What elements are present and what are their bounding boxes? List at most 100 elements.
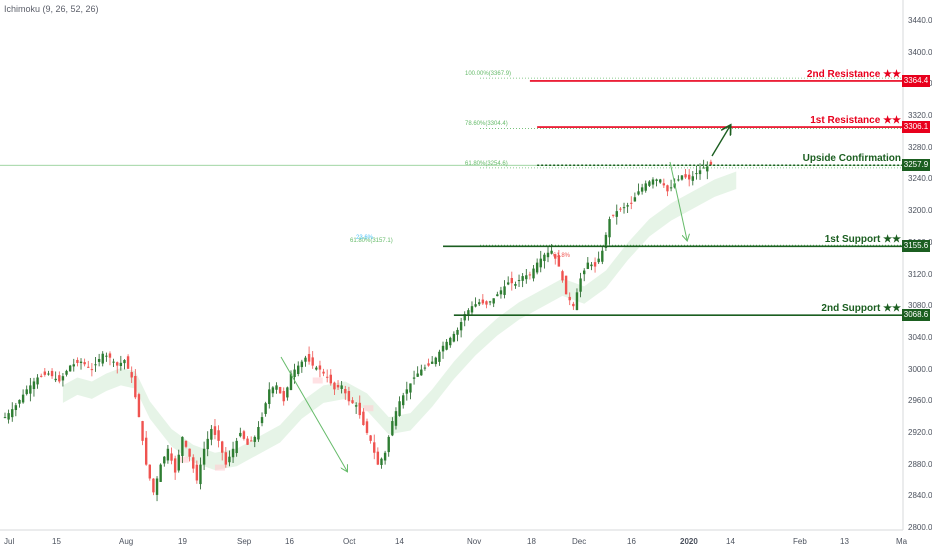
candle-body (485, 301, 488, 305)
x-tick-label: Sep (237, 537, 252, 546)
ichimoku-cloud-bearish (312, 377, 323, 384)
candle-body (478, 302, 481, 305)
candle-body (336, 384, 340, 388)
candle-body (264, 403, 267, 414)
candle-body (242, 431, 246, 439)
candle-body (543, 254, 546, 262)
candle-body (97, 359, 101, 362)
candle-body (76, 359, 79, 363)
candle-body (278, 387, 282, 394)
candle-body (210, 428, 213, 440)
price-axis-tag: 3257.9 (902, 159, 930, 172)
candle-body (184, 440, 188, 447)
ichimoku-cloud-bearish (178, 456, 189, 463)
candle-body (702, 167, 705, 169)
candle-body (651, 179, 655, 185)
candle-body (318, 365, 322, 370)
candle-body (40, 375, 43, 377)
candle-body (474, 304, 477, 307)
candle-body (249, 440, 253, 442)
y-tick-label: 3320.0 (908, 111, 932, 121)
candle-body (29, 385, 32, 394)
candle-body (488, 301, 492, 303)
price-axis-tag: 3364.4 (902, 74, 930, 87)
candle-body (644, 183, 647, 191)
candle-body (528, 274, 532, 276)
candle-body (564, 275, 568, 295)
candle-body (499, 290, 503, 295)
candle-body (405, 389, 409, 394)
candle-body (380, 458, 383, 465)
candle-body (615, 211, 618, 217)
candle-body (691, 176, 694, 181)
candle-body (398, 401, 401, 416)
candle-body (217, 430, 220, 441)
candle-body (206, 438, 209, 450)
candle-body (470, 306, 474, 313)
candle-body (351, 400, 354, 404)
candle-body (496, 294, 499, 297)
candle-body (231, 448, 235, 458)
x-tick-label: 18 (527, 537, 536, 546)
candle-body (268, 389, 271, 405)
candle-body (293, 369, 296, 378)
candle-body (362, 411, 365, 426)
candle-body (347, 391, 351, 402)
candle-body (510, 277, 513, 284)
candle-body (579, 278, 582, 292)
candle-body (286, 387, 289, 398)
candle-body (506, 282, 510, 285)
candle-body (166, 448, 170, 461)
candle-body (47, 373, 50, 375)
candle-body (669, 187, 673, 189)
candle-body (459, 322, 463, 331)
candle-body (593, 262, 597, 267)
candle-body (583, 270, 586, 275)
candle-body (387, 436, 390, 453)
candle-body (188, 448, 191, 457)
candle-body (195, 464, 199, 481)
candle-body (550, 250, 553, 254)
candle-body (402, 395, 405, 406)
candle-body (65, 370, 68, 375)
indicator-label: Ichimoku (9, 26, 52, 26) (4, 4, 99, 14)
candle-body (90, 369, 94, 371)
candle-body (94, 364, 97, 366)
candle-body (253, 436, 256, 442)
candle-body (340, 385, 343, 389)
candle-body (137, 394, 141, 418)
candle-body (228, 456, 231, 463)
candle-body (199, 464, 202, 485)
candle-body (677, 179, 680, 181)
candle-body (684, 174, 687, 178)
candle-body (434, 357, 437, 365)
candle-body (383, 452, 387, 461)
x-tick-label: Nov (467, 537, 482, 546)
fib-level-label: 78.60%(3304.4) (465, 121, 508, 128)
candle-body (116, 362, 119, 366)
candle-body (119, 362, 123, 367)
candle-body (72, 364, 75, 367)
candle-body (275, 385, 278, 390)
candle-body (608, 219, 611, 238)
candle-body (155, 478, 159, 495)
candle-body (449, 337, 452, 346)
candle-body (572, 303, 575, 307)
candle-body (423, 367, 427, 369)
candle-body (554, 254, 557, 259)
candle-body (315, 367, 318, 370)
candle-body (695, 173, 698, 175)
candle-body (655, 179, 658, 181)
y-tick-label: 2920.0 (908, 427, 932, 437)
candle-body (391, 421, 394, 436)
x-tick-label: 16 (285, 537, 294, 546)
y-tick-label: 3240.0 (908, 174, 932, 184)
candle-body (648, 181, 651, 186)
x-tick-label: Ma (896, 537, 908, 546)
fib-extra-label: 23.6% (356, 235, 374, 242)
candle-body (441, 345, 445, 352)
candle-body (369, 435, 372, 441)
y-tick-label: 3440.0 (908, 16, 932, 25)
